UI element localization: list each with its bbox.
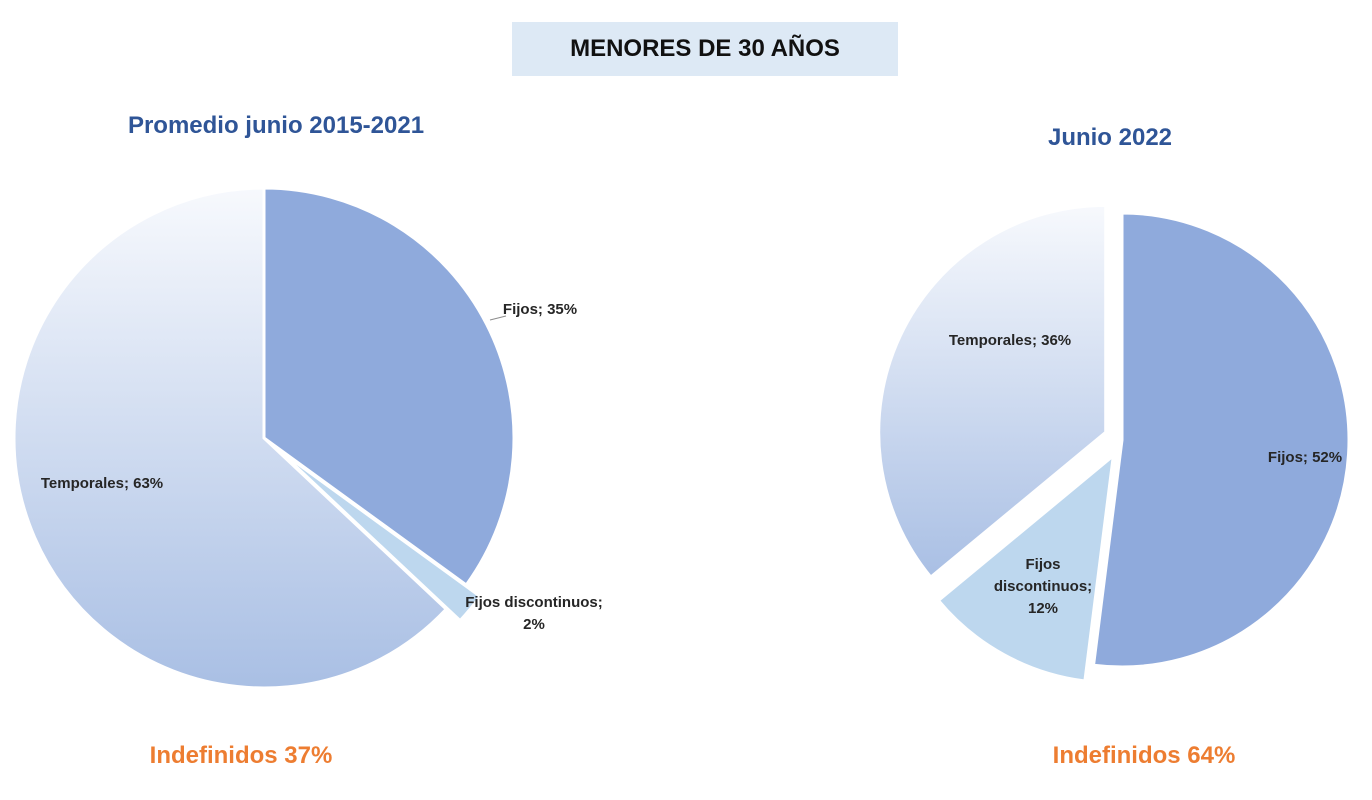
slice-fijos — [262, 186, 516, 588]
slice-fijos-label-line: Fijos; 52% — [1268, 449, 1342, 466]
main-title: MENORES DE 30 AÑOS — [512, 22, 898, 76]
slice-fijos-discontinuos-label-line: Fijos — [1025, 556, 1060, 573]
slice-temporales-label-line: Temporales; 36% — [949, 332, 1071, 349]
pie-chart-left: Fijos; 35% Fijos discontinuos; 2% Temporale… — [12, 186, 603, 690]
slice-fijos-discontinuos-label: Fijos discontinuos; 12% — [994, 556, 1092, 617]
slice-temporales — [12, 186, 449, 690]
slice-fijos-discontinuos-label: Fijos discontinuos; 2% — [465, 594, 603, 633]
slice-fijos-label: Fijos; 52% — [1268, 449, 1342, 466]
chart-title-left: Promedio junio 2015-2021 — [127, 112, 425, 139]
slice-temporales-label: Temporales; 63% — [41, 475, 163, 492]
slice-fijos-label-line: Fijos; 35% — [503, 301, 577, 318]
slice-fijos-discontinuos-label-line: 2% — [523, 616, 545, 633]
pie-chart-right: Fijos; 52% Fijos discontinuos; 12% Temporale… — [877, 203, 1351, 683]
slice-temporales-label-line: Temporales; 63% — [41, 475, 163, 492]
slice-fijos-discontinuos — [276, 448, 483, 623]
slice-fijos — [1091, 211, 1351, 669]
slice-fijos-discontinuos-label-line: Fijos discontinuos; — [465, 594, 603, 611]
footer-indefinidos-right: Indefinidos 64% — [1052, 742, 1236, 769]
slice-fijos-label: Fijos; 35% — [503, 301, 577, 318]
slice-fijos-discontinuos — [936, 452, 1116, 683]
footer-indefinidos-left: Indefinidos 37% — [149, 742, 333, 769]
slice-temporales — [877, 203, 1108, 580]
slice-fijos-discontinuos-label-line: 12% — [1028, 600, 1058, 617]
chart-title-right: Junio 2022 — [1047, 124, 1173, 151]
slice-temporales-label: Temporales; 36% — [949, 332, 1071, 349]
slice-fijos-discontinuos-label-line: discontinuos; — [994, 578, 1092, 595]
leader-line — [489, 315, 507, 321]
